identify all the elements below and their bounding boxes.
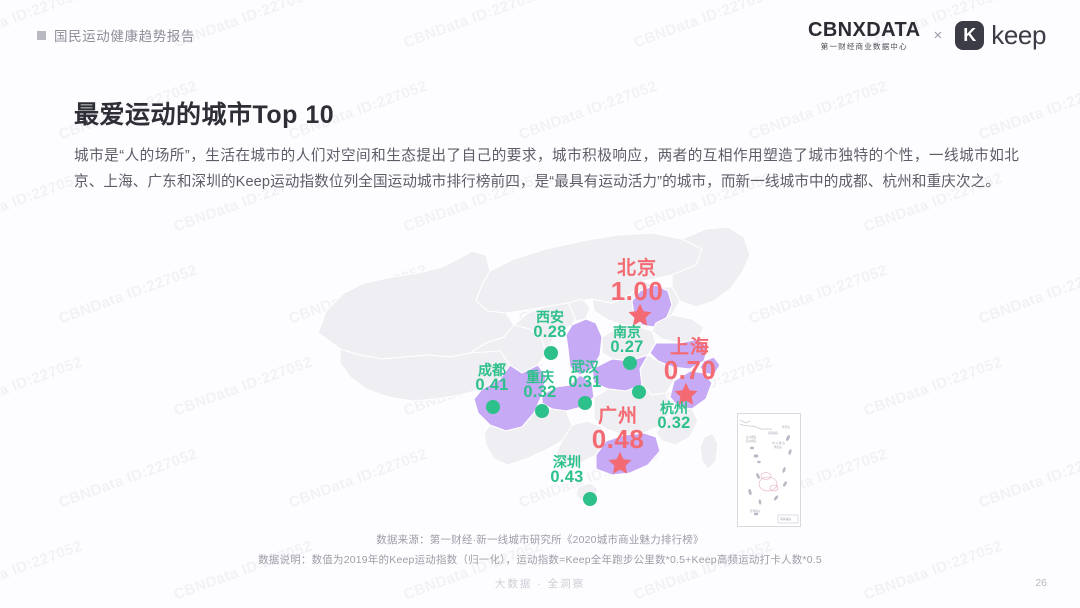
south-china-sea-inset-map: 东沙群岛 西沙群岛 中 沙 群 岛 黄岩岛 南海诸岛 台湾岛 曾母暗沙 南海诸岛 bbox=[737, 413, 801, 527]
china-map-container: .base{fill:#eeeef3;stroke:#ffffff;stroke… bbox=[300, 215, 820, 535]
svg-text:黄岩岛: 黄岩岛 bbox=[774, 445, 782, 449]
city-label: 南京 0.27 bbox=[610, 325, 643, 356]
city-name: 北京 bbox=[616, 258, 658, 279]
cbndata-logo: CBN X DATA 第一财经商业数据中心 bbox=[808, 20, 920, 51]
watermark-text: CBNData ID:227052 bbox=[171, 353, 315, 420]
watermark-text: CBNData ID:227052 bbox=[0, 169, 85, 236]
cbndata-word-x: X bbox=[852, 19, 867, 42]
dot-icon bbox=[583, 492, 597, 506]
watermark-text: CBNData ID:227052 bbox=[401, 0, 545, 52]
city-value: 0.41 bbox=[475, 376, 509, 395]
city-label: 深圳 0.43 bbox=[550, 455, 583, 486]
watermark-text: CBNData ID:227052 bbox=[861, 353, 1005, 420]
svg-text:西沙群岛: 西沙群岛 bbox=[746, 439, 757, 443]
svg-text:南海诸岛: 南海诸岛 bbox=[780, 517, 791, 521]
city-label: 西安 0.28 bbox=[533, 310, 566, 341]
city-label: 广州 0.48 bbox=[592, 407, 645, 453]
svg-text:中 沙 群 岛: 中 沙 群 岛 bbox=[772, 441, 785, 445]
watermark-text: CBNData ID:227052 bbox=[516, 77, 660, 144]
city-label: 重庆 0.32 bbox=[523, 370, 556, 401]
watermark-text: CBNData ID:227052 bbox=[401, 537, 545, 604]
city-value: 0.32 bbox=[657, 414, 691, 433]
city-value: 0.43 bbox=[550, 468, 584, 487]
svg-text:台湾岛: 台湾岛 bbox=[782, 425, 790, 429]
city-value: 0.27 bbox=[610, 338, 644, 357]
city-name: 深圳 bbox=[552, 454, 581, 470]
city-label: 武汉 0.31 bbox=[568, 360, 601, 391]
city-value: 0.28 bbox=[533, 323, 567, 342]
page-title: 最爱运动的城市Top 10 bbox=[74, 100, 335, 129]
city-name: 成都 bbox=[477, 362, 506, 378]
watermark-text: CBNData ID:227052 bbox=[976, 261, 1080, 328]
watermark-text: CBNData ID:227052 bbox=[861, 537, 1005, 604]
city-value: 0.32 bbox=[523, 383, 557, 402]
city-value: 0.70 bbox=[663, 355, 717, 386]
watermark-text: CBNData ID:227052 bbox=[0, 537, 85, 604]
brand-separator-icon: × bbox=[933, 27, 943, 44]
watermark-text: CBNData ID:227052 bbox=[0, 353, 85, 420]
svg-text:东沙群岛: 东沙群岛 bbox=[746, 435, 757, 439]
report-label: 国民运动健康趋势报告 bbox=[54, 29, 195, 44]
city-name: 武汉 bbox=[570, 359, 599, 375]
city-name: 南京 bbox=[612, 324, 641, 340]
city-label: 上海 0.70 bbox=[664, 338, 717, 384]
city-label: 杭州 0.32 bbox=[657, 401, 690, 432]
cbndata-subtitle: 第一财经商业数据中心 bbox=[820, 42, 908, 52]
dot-icon bbox=[544, 346, 558, 360]
china-map-svg: .base{fill:#eeeef3;stroke:#ffffff;stroke… bbox=[317, 226, 751, 502]
brand-tagline: 大数据 · 全洞察 bbox=[494, 578, 586, 590]
star-icon bbox=[627, 302, 653, 328]
data-source-note: 数据来源：第一财经·新一线城市研究所《2020城市商业魅力排行榜》 bbox=[376, 534, 704, 546]
watermark-text: CBNData ID:227052 bbox=[976, 445, 1080, 512]
square-bullet-icon bbox=[37, 30, 46, 40]
keep-mark-icon: K bbox=[955, 21, 985, 50]
keep-wordmark: keep bbox=[991, 20, 1046, 50]
city-label: 北京 1.00 bbox=[611, 259, 664, 305]
data-explanation-note: 数据说明：数值为2019年的Keep运动指数（归一化），运动指数=Keep全年跑… bbox=[258, 554, 822, 566]
header-bar: 国民运动健康趋势报告 bbox=[37, 25, 195, 45]
city-name: 广州 bbox=[597, 406, 639, 427]
watermark-text: CBNData ID:227052 bbox=[976, 77, 1080, 144]
keep-mark-letter: K bbox=[963, 24, 977, 45]
page-number: 26 bbox=[1035, 577, 1047, 589]
dot-icon bbox=[486, 400, 500, 414]
keep-logo: K keep bbox=[955, 20, 1046, 51]
cbndata-wordmark: CBN X DATA bbox=[808, 20, 920, 40]
city-name: 重庆 bbox=[525, 369, 554, 385]
city-value: 0.48 bbox=[591, 424, 645, 455]
svg-text:曾母暗沙: 曾母暗沙 bbox=[750, 509, 761, 513]
star-icon bbox=[607, 450, 633, 476]
inset-map-svg: 东沙群岛 西沙群岛 中 沙 群 岛 黄岩岛 南海诸岛 台湾岛 曾母暗沙 南海诸岛 bbox=[738, 414, 800, 526]
city-name: 西安 bbox=[535, 309, 564, 325]
city-value: 0.31 bbox=[568, 373, 602, 392]
cbndata-word-part2: DATA bbox=[866, 19, 921, 42]
watermark-text: CBNData ID:227052 bbox=[56, 261, 200, 328]
dot-icon bbox=[578, 396, 592, 410]
watermark-text: CBNData ID:227052 bbox=[631, 0, 775, 52]
brand-row: CBN X DATA 第一财经商业数据中心 × K keep bbox=[808, 20, 1046, 51]
dot-icon bbox=[623, 356, 637, 370]
city-label: 成都 0.41 bbox=[475, 363, 508, 394]
city-value: 1.00 bbox=[610, 276, 664, 307]
intro-paragraph: 城市是“人的场所”，生活在城市的人们对空间和生态提出了自己的要求，城市积极响应，… bbox=[74, 147, 1019, 191]
city-name: 上海 bbox=[669, 337, 711, 358]
watermark-text: CBNData ID:227052 bbox=[56, 445, 200, 512]
watermark-text: CBNData ID:227052 bbox=[631, 537, 775, 604]
watermark-text: CBNData ID:227052 bbox=[746, 77, 890, 144]
dot-icon bbox=[535, 404, 549, 418]
dot-icon bbox=[632, 385, 646, 399]
star-icon bbox=[673, 381, 699, 407]
city-name: 杭州 bbox=[659, 400, 688, 416]
cbndata-word-part1: CBN bbox=[807, 19, 853, 42]
svg-text:南海诸岛: 南海诸岛 bbox=[768, 431, 779, 435]
watermark-text: CBNData ID:227052 bbox=[171, 537, 315, 604]
